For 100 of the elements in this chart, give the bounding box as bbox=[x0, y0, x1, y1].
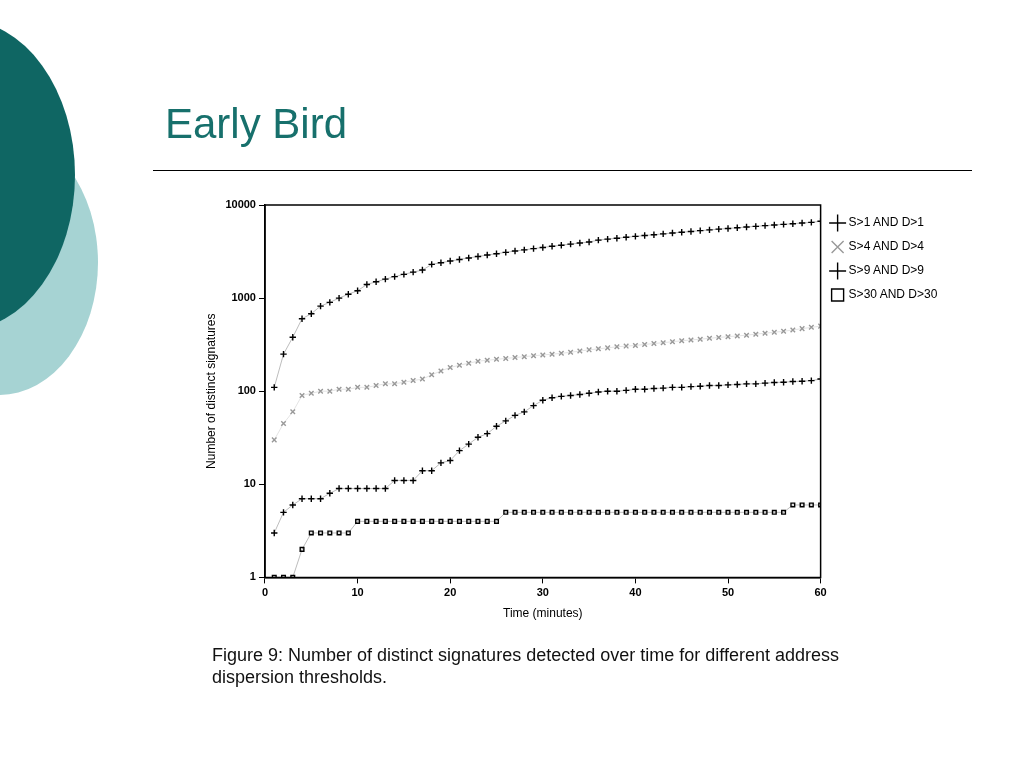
point bbox=[475, 518, 481, 524]
point bbox=[650, 230, 658, 239]
point bbox=[531, 509, 537, 515]
x-tick-label: 20 bbox=[444, 586, 457, 599]
point bbox=[687, 227, 695, 236]
point bbox=[660, 339, 667, 346]
point bbox=[548, 242, 556, 251]
point bbox=[558, 509, 564, 515]
point bbox=[622, 386, 631, 395]
point bbox=[308, 530, 314, 536]
point bbox=[318, 530, 324, 536]
x-axis-title: Time (minutes) bbox=[503, 606, 583, 621]
point bbox=[512, 354, 518, 361]
point bbox=[373, 518, 379, 524]
point bbox=[363, 384, 370, 391]
point bbox=[372, 484, 381, 493]
point bbox=[678, 337, 685, 344]
y-tick-label: 1 bbox=[249, 570, 256, 583]
point bbox=[335, 484, 343, 493]
point bbox=[568, 509, 574, 515]
point bbox=[779, 378, 788, 387]
point bbox=[781, 509, 787, 515]
point bbox=[381, 275, 390, 283]
point bbox=[484, 518, 490, 524]
point bbox=[742, 379, 751, 388]
point bbox=[409, 268, 418, 277]
point bbox=[429, 518, 435, 524]
point bbox=[770, 221, 779, 229]
legend-label: S>1 AND D>1 bbox=[848, 215, 925, 230]
point bbox=[362, 484, 371, 493]
point bbox=[447, 518, 453, 524]
point bbox=[623, 509, 629, 515]
point bbox=[325, 489, 334, 498]
x-tick-label: 30 bbox=[536, 586, 549, 599]
point bbox=[651, 509, 657, 515]
point bbox=[364, 518, 370, 524]
point bbox=[355, 518, 361, 524]
point bbox=[771, 329, 778, 336]
point bbox=[798, 219, 806, 227]
point bbox=[438, 518, 444, 524]
point bbox=[549, 509, 555, 515]
point bbox=[466, 518, 472, 524]
point bbox=[762, 509, 768, 515]
point bbox=[566, 240, 575, 249]
point bbox=[511, 411, 519, 420]
y-tick-label: 100 bbox=[237, 384, 256, 397]
point bbox=[724, 380, 732, 389]
point bbox=[279, 350, 288, 359]
x-tick-label: 10 bbox=[351, 586, 364, 599]
legend-label: S>9 AND D>9 bbox=[848, 263, 925, 278]
legend-label: S>30 AND D>30 bbox=[848, 287, 938, 302]
point bbox=[604, 344, 611, 351]
point bbox=[761, 379, 769, 388]
y-tick-label: 1000 bbox=[231, 291, 256, 304]
point bbox=[401, 518, 407, 524]
x-tick-label: 0 bbox=[261, 586, 269, 599]
point bbox=[743, 509, 750, 515]
point bbox=[335, 294, 343, 302]
point bbox=[742, 223, 751, 231]
point bbox=[697, 509, 703, 515]
point bbox=[493, 518, 500, 524]
point bbox=[799, 502, 805, 508]
point bbox=[605, 509, 611, 515]
y-tick-label: 10 bbox=[243, 477, 256, 490]
point bbox=[612, 234, 621, 243]
point bbox=[808, 502, 814, 508]
x-tick-label: 60 bbox=[814, 586, 827, 599]
point bbox=[632, 509, 638, 515]
point bbox=[771, 509, 777, 515]
point bbox=[706, 509, 713, 515]
point bbox=[595, 345, 602, 352]
point bbox=[299, 392, 305, 399]
point bbox=[503, 509, 509, 515]
point bbox=[669, 509, 675, 515]
point bbox=[299, 546, 305, 552]
chart-title: Early Bird bbox=[165, 100, 348, 148]
point bbox=[538, 243, 547, 252]
point bbox=[659, 229, 668, 238]
point bbox=[586, 509, 592, 515]
point bbox=[650, 384, 658, 393]
point bbox=[725, 509, 731, 515]
point bbox=[437, 458, 445, 467]
point bbox=[603, 235, 612, 244]
point bbox=[734, 509, 740, 515]
point bbox=[595, 509, 601, 515]
legend-label: S>4 AND D>4 bbox=[848, 239, 925, 254]
point bbox=[716, 509, 722, 515]
point bbox=[705, 226, 714, 234]
point bbox=[511, 247, 519, 255]
point bbox=[456, 518, 462, 524]
point bbox=[687, 382, 695, 391]
point bbox=[327, 530, 333, 536]
point bbox=[642, 509, 648, 515]
point bbox=[577, 509, 583, 515]
point bbox=[575, 390, 584, 399]
point bbox=[761, 221, 769, 230]
caption: Figure 9: Number of distinct signatures detected over time for different address dispersion thresholds. bbox=[212, 644, 840, 688]
point bbox=[336, 530, 342, 536]
point bbox=[585, 238, 593, 246]
point bbox=[446, 456, 455, 465]
